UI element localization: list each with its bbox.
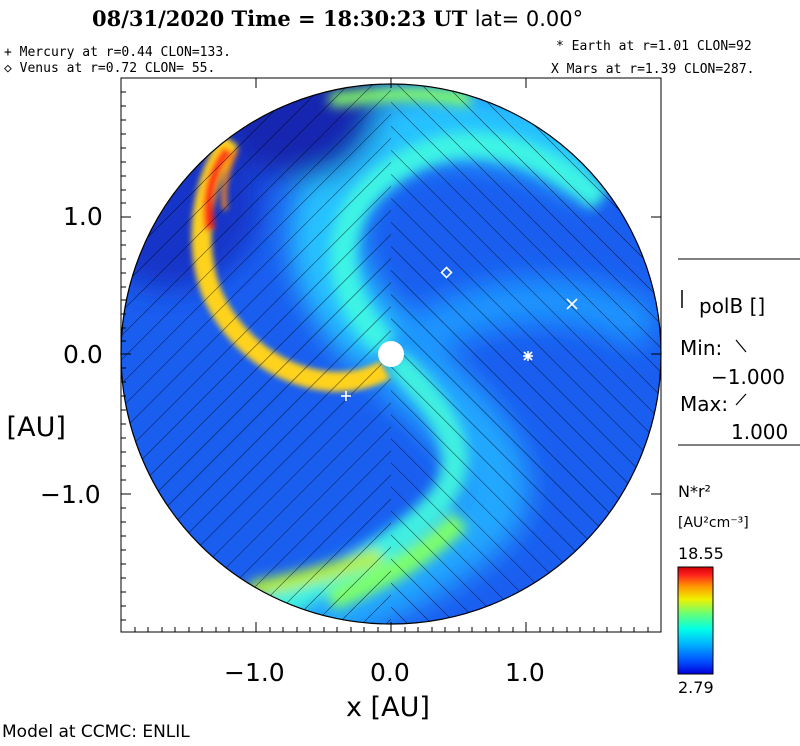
polarity-max-value: 1.000 — [731, 420, 789, 444]
y-axis-label: y [AU] — [0, 412, 66, 443]
min-hatch-icon — [735, 339, 747, 353]
x-tick-label: 1.0 — [505, 658, 545, 687]
x-axis-ticks — [134, 78, 649, 632]
colorbar — [677, 566, 714, 675]
x-axis-label: x [AU] — [346, 692, 430, 723]
venus-info: ◇ Venus at r=0.72 CLON= 55. — [4, 61, 216, 76]
sun-marker — [378, 341, 404, 367]
y-tick-label: −1.0 — [40, 480, 101, 509]
polarity-max-label: Max: — [680, 392, 729, 416]
max-hatch-icon — [735, 393, 747, 406]
mars-marker — [566, 298, 578, 310]
y-axis-ticks — [121, 91, 661, 621]
y-tick-label: 0.0 — [63, 340, 103, 369]
title-date-time: 08/31/2020 Time = 18:30:23 UT — [92, 6, 468, 31]
x-tick-label: 0.0 — [370, 658, 410, 687]
y-tick-label: 1.0 — [63, 202, 103, 231]
colorbar-max: 18.55 — [678, 544, 724, 563]
plot-title: 08/31/2020 Time = 18:30:23 UT lat= 0.00° — [92, 6, 583, 31]
model-credit: Model at CCMC: ENLIL — [2, 722, 190, 742]
colorbar-quantity: N*r² — [678, 482, 711, 501]
mercury-info: + Mercury at r=0.44 CLON=133. — [4, 45, 231, 60]
venus-marker — [440, 266, 453, 279]
colorbar-min: 2.79 — [678, 678, 714, 697]
colorbar-units: [AU²cm⁻³] — [678, 515, 749, 531]
polarity-min-label: Min: — [680, 336, 723, 360]
earth-info: * Earth at r=1.01 CLON=92 — [556, 39, 752, 54]
earth-marker — [523, 351, 533, 361]
density-field — [121, 84, 661, 624]
x-tick-label: −1.0 — [224, 658, 285, 687]
mars-info: X Mars at r=1.39 CLON=287. — [551, 62, 755, 77]
polarity-label: polB [] — [699, 294, 766, 318]
title-latitude: lat= 0.00° — [474, 7, 584, 31]
polarity-min-value: −1.000 — [711, 365, 786, 389]
mercury-marker — [341, 391, 351, 401]
